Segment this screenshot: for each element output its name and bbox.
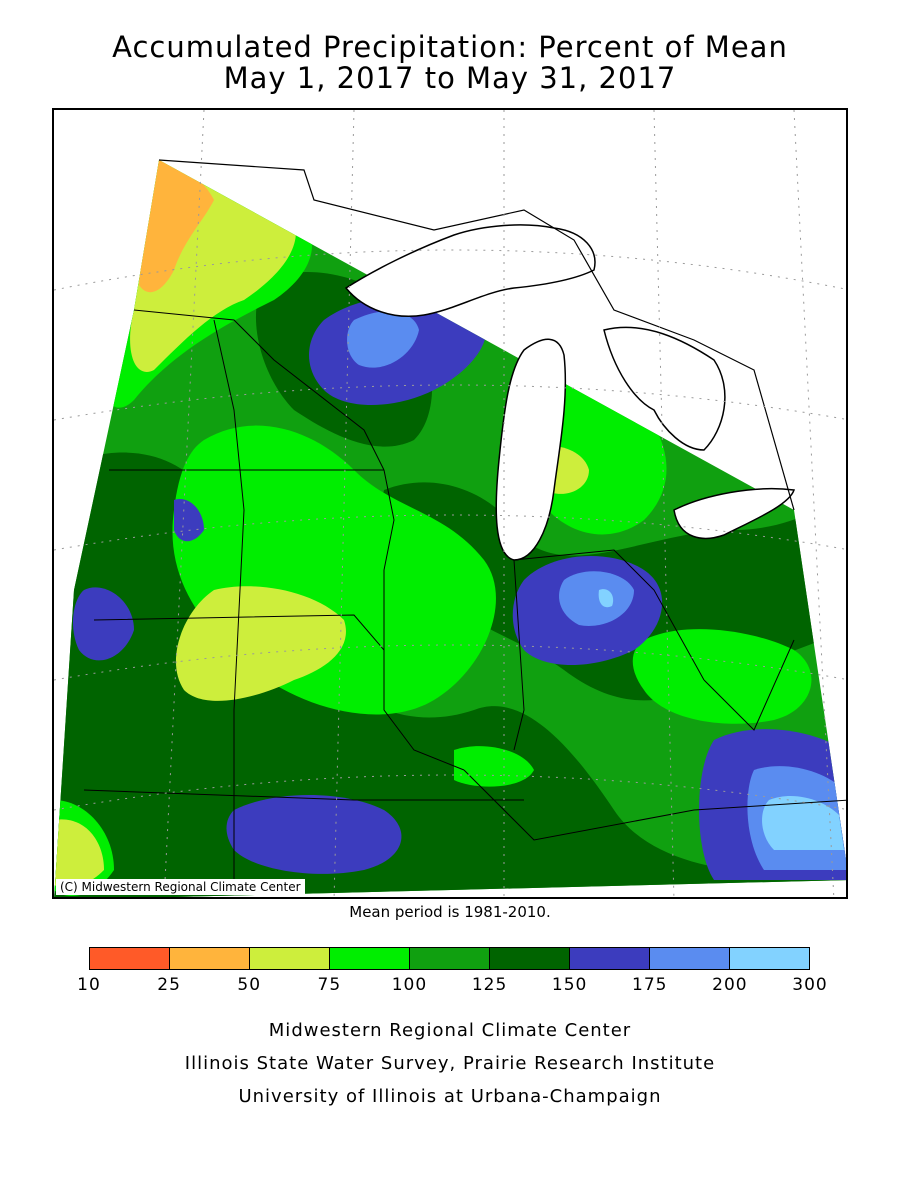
fill-50-75 [54,819,104,888]
fill-25-50 [139,160,214,293]
fill-175-200 [347,311,419,368]
legend-swatch [330,948,410,969]
lake-superior [344,224,596,317]
lake-michigan [495,338,567,561]
state-borders [83,309,846,890]
fill-175-200 [559,571,634,626]
fill-200-300 [598,589,614,608]
legend-color-bar [89,947,810,970]
credit-line-1: Midwestern Regional Climate Center [268,1020,632,1041]
fill-50-75 [175,586,346,701]
legend-swatch [490,948,570,969]
legend-tick-label: 300 [792,975,828,995]
fill-150-175 [174,499,204,542]
legend-swatch [250,948,330,969]
mean-period-note: Mean period is 1981-2010. [349,903,551,921]
fill-200-300 [762,795,844,850]
fill-150-175 [72,587,134,661]
legend-swatch [170,948,250,969]
legend-tick-label: 10 [77,975,101,995]
legend-swatch [570,948,650,969]
legend-swatch [90,948,170,969]
great-lakes [344,224,796,561]
international-border [158,159,795,511]
legend-tick-label: 200 [712,975,748,995]
legend-tick-label: 100 [391,975,428,995]
map-date-range: May 1, 2017 to May 31, 2017 [223,61,677,95]
fill-150-175 [226,795,402,874]
map-canvas [54,110,846,897]
legend-tick-label: 125 [471,975,508,995]
lake-erie [673,487,796,540]
legend-swatch [410,948,490,969]
fill-75-100 [454,746,534,787]
legend-swatch [730,948,809,969]
legend-tick-label: 175 [632,975,668,995]
credit-line-2: Illinois State Water Survey, Prairie Res… [184,1053,716,1074]
legend-tick-label: 75 [317,975,342,995]
credit-line-3: University of Illinois at Urbana-Champai… [238,1086,662,1107]
copyright-label: (C) Midwestern Regional Climate Center [56,879,305,895]
legend-tick-label: 150 [551,975,588,995]
graticule [54,110,846,897]
lake-huron [603,326,726,451]
precipitation-map: (C) Midwestern Regional Climate Center [52,108,848,899]
map-title: Accumulated Precipitation: Percent of Me… [112,30,788,64]
legend-tick-label: 50 [237,975,262,995]
legend-swatch [650,948,730,969]
legend-tick-label: 25 [157,975,181,995]
